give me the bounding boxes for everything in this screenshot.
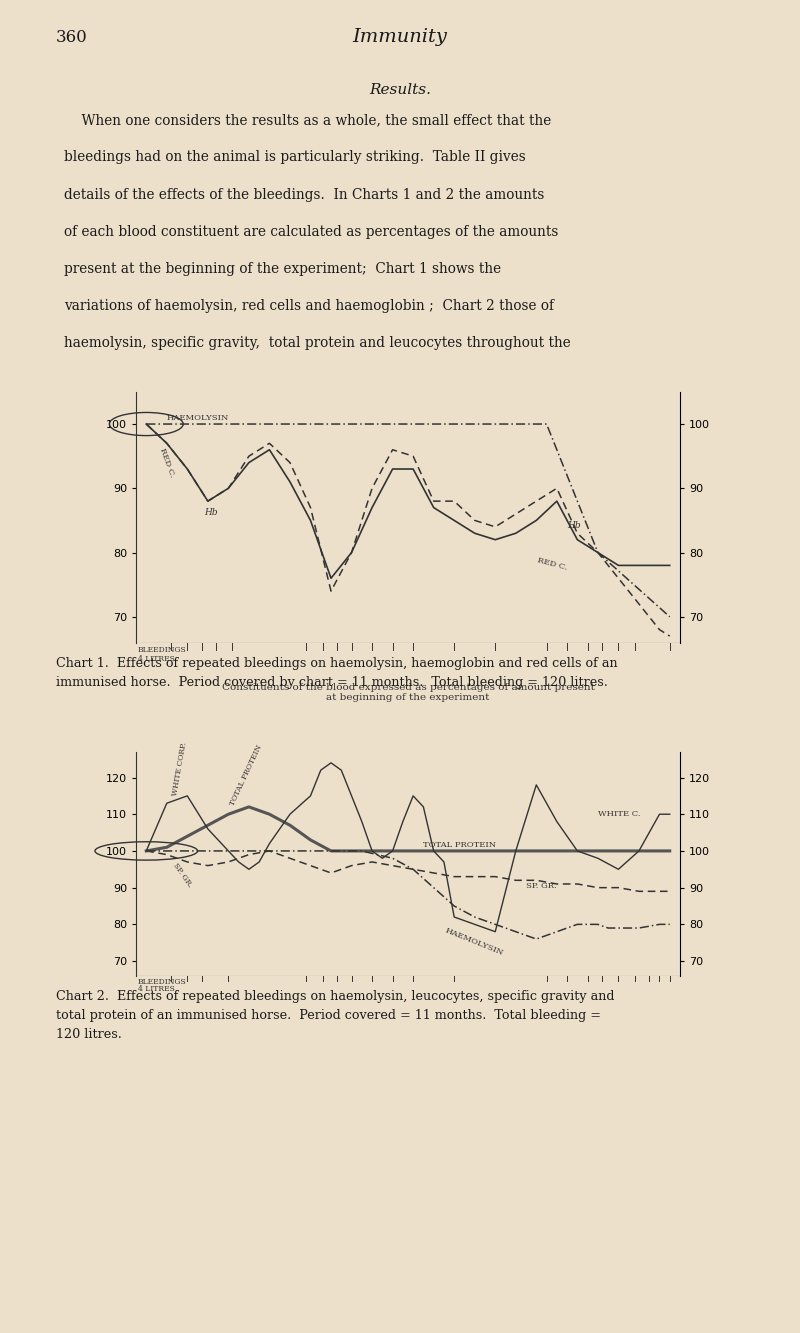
Text: Hb: Hb bbox=[204, 508, 218, 517]
Text: Chart 2.  Effects of repeated bleedings on haemolysin, leucocytes, specific grav: Chart 2. Effects of repeated bleedings o… bbox=[56, 990, 614, 1041]
Text: 4 LITRES: 4 LITRES bbox=[138, 656, 175, 664]
Text: SP. GR.: SP. GR. bbox=[526, 882, 557, 890]
Text: haemolysin, specific gravity,  total protein and leucocytes throughout the: haemolysin, specific gravity, total prot… bbox=[64, 336, 570, 351]
Text: 4 LITRES: 4 LITRES bbox=[138, 985, 175, 993]
Text: BLEEDINGS: BLEEDINGS bbox=[138, 977, 187, 985]
Text: BLEEDINGS: BLEEDINGS bbox=[138, 645, 187, 653]
Text: variations of haemolysin, red cells and haemoglobin ;  Chart 2 those of: variations of haemolysin, red cells and … bbox=[64, 299, 554, 313]
Text: details of the effects of the bleedings.  In Charts 1 and 2 the amounts: details of the effects of the bleedings.… bbox=[64, 188, 544, 201]
Text: TOTAL PROTEIN: TOTAL PROTEIN bbox=[423, 841, 497, 849]
Text: RED C.: RED C. bbox=[158, 447, 177, 479]
Text: WHITE C.: WHITE C. bbox=[598, 810, 640, 818]
Text: of each blood constituent are calculated as percentages of the amounts: of each blood constituent are calculated… bbox=[64, 225, 558, 239]
Text: 360: 360 bbox=[56, 29, 88, 45]
Text: WHITE CORP.: WHITE CORP. bbox=[171, 741, 188, 796]
Text: When one considers the results as a whole, the small effect that the: When one considers the results as a whol… bbox=[64, 113, 551, 128]
Text: bleedings had on the animal is particularly striking.  Table II gives: bleedings had on the animal is particula… bbox=[64, 151, 526, 164]
Text: RED C.: RED C. bbox=[536, 556, 568, 572]
Text: Results.: Results. bbox=[369, 83, 431, 97]
Text: Immunity: Immunity bbox=[353, 28, 447, 47]
Text: Chart 1.  Effects of repeated bleedings on haemolysin, haemoglobin and red cells: Chart 1. Effects of repeated bleedings o… bbox=[56, 657, 618, 689]
Text: TOTAL PROTEIN: TOTAL PROTEIN bbox=[228, 744, 264, 806]
Text: HAEMOLYSIN: HAEMOLYSIN bbox=[166, 415, 229, 423]
Text: HAEMOLYSIN: HAEMOLYSIN bbox=[444, 926, 505, 957]
Text: Hb: Hb bbox=[567, 521, 581, 531]
Text: SP. GR.: SP. GR. bbox=[171, 862, 194, 889]
Text: present at the beginning of the experiment;  Chart 1 shows the: present at the beginning of the experime… bbox=[64, 261, 501, 276]
Text: Constituents of the blood expressed as percentages of amount present
at beginnin: Constituents of the blood expressed as p… bbox=[222, 682, 594, 702]
